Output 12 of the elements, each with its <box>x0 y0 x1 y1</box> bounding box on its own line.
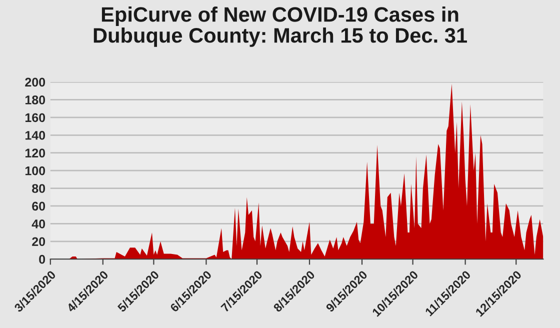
y-tick-label: 40 <box>32 219 46 228</box>
y-tick-label: 120 <box>25 148 46 158</box>
y-tick-label: 60 <box>32 202 46 211</box>
y-tick-label: 80 <box>32 184 46 193</box>
chart-title: EpiCurve of New COVID-19 Cases in Dubuque County: March 15 to Dec. 31 <box>94 6 467 47</box>
y-tick-label: 100 <box>25 166 46 176</box>
y-tick-label: 180 <box>25 96 46 104</box>
y-tick-label: 200 <box>25 78 46 87</box>
y-tick-label: 20 <box>32 237 46 246</box>
y-tick-label: 160 <box>25 113 46 122</box>
y-tick-label: 140 <box>25 130 46 140</box>
y-tick-label: 0 <box>39 254 46 264</box>
